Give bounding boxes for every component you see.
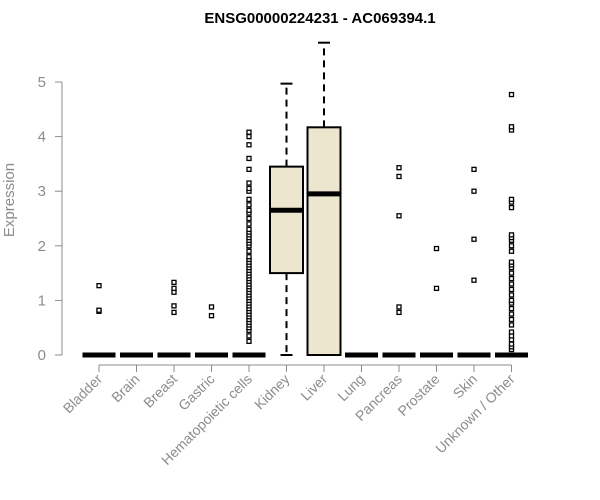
x-tick-label: Brain xyxy=(108,371,142,405)
outlier-point xyxy=(508,232,515,238)
chart-title: ENSG00000224231 - AC069394.1 xyxy=(204,10,435,27)
outlier-point xyxy=(471,277,477,283)
outlier-point xyxy=(433,245,440,252)
outlier-point xyxy=(246,202,252,208)
outlier-point xyxy=(96,283,102,289)
x-tick-label: Breast xyxy=(140,371,180,411)
plot-area xyxy=(82,41,528,358)
y-axis-label: Expression xyxy=(1,163,18,237)
outlier-point xyxy=(471,236,477,242)
outlier-point xyxy=(171,285,177,292)
outlier-point xyxy=(508,248,515,254)
x-tick-label: Kidney xyxy=(251,371,293,413)
y-tick-label: 4 xyxy=(38,129,46,146)
y-axis: 0 1 2 3 4 5 xyxy=(38,74,63,364)
box-iqr xyxy=(269,165,304,275)
outlier-point xyxy=(508,286,515,293)
outlier-point xyxy=(508,281,515,287)
outlier-point xyxy=(508,124,515,130)
outlier-point xyxy=(508,243,515,249)
box-group xyxy=(82,283,116,358)
x-tick-label: Liver xyxy=(297,371,330,404)
x-tick-label: Bladder xyxy=(60,371,106,417)
outlier-point xyxy=(246,221,252,227)
y-tick-label: 1 xyxy=(38,292,46,309)
outlier-point xyxy=(171,303,177,309)
outlier-point xyxy=(246,142,252,148)
y-tick-label: 0 xyxy=(38,347,46,364)
outlier-point xyxy=(246,155,252,162)
x-tick-label: Prostate xyxy=(394,371,442,419)
outlier-point xyxy=(396,213,402,219)
outlier-point xyxy=(246,248,252,254)
outlier-point xyxy=(208,313,215,319)
outlier-point xyxy=(471,188,477,194)
outlier-point xyxy=(246,196,252,203)
outlier-point xyxy=(508,329,515,335)
outlier-point xyxy=(246,333,252,339)
y-tick-label: 3 xyxy=(38,183,46,200)
y-tick-label: 2 xyxy=(38,238,46,255)
box-group xyxy=(232,129,266,358)
outlier-point xyxy=(171,279,177,286)
outlier-point xyxy=(508,204,515,211)
outlier-point xyxy=(246,215,252,222)
outlier-point xyxy=(508,297,515,304)
outlier-point xyxy=(246,180,252,186)
box-group xyxy=(269,82,304,356)
outlier-point xyxy=(508,91,515,98)
x-tick-label: Skin xyxy=(450,371,481,402)
outlier-point xyxy=(396,309,402,316)
outlier-point xyxy=(171,309,177,316)
outlier-point xyxy=(508,259,515,265)
outlier-point xyxy=(246,338,252,345)
outlier-point xyxy=(508,292,515,298)
box-group xyxy=(157,279,191,358)
box-group xyxy=(306,41,342,357)
outlier-point xyxy=(396,165,402,171)
outlier-point xyxy=(396,304,402,310)
outlier-point xyxy=(246,207,252,213)
box-group xyxy=(382,165,416,358)
box-group xyxy=(420,245,453,358)
box-group xyxy=(495,91,528,358)
box-iqr xyxy=(306,126,342,357)
outlier-point xyxy=(508,341,515,347)
y-tick-label: 5 xyxy=(38,74,46,91)
outlier-point xyxy=(246,166,252,173)
outlier-point xyxy=(96,307,102,313)
x-tick-label: Lung xyxy=(334,371,367,404)
outlier-point xyxy=(396,173,402,180)
outlier-point xyxy=(433,285,440,292)
outlier-point xyxy=(208,304,215,310)
outlier-point xyxy=(246,133,252,140)
outlier-point xyxy=(508,305,515,312)
outlier-point xyxy=(246,226,252,233)
box-group xyxy=(195,304,228,358)
outlier-point xyxy=(508,275,515,282)
box-group xyxy=(457,166,491,358)
outlier-point xyxy=(508,311,515,317)
outlier-point xyxy=(471,166,477,173)
outlier-point xyxy=(508,270,515,276)
outlier-point xyxy=(246,254,252,260)
outlier-point xyxy=(246,129,252,135)
outlier-point xyxy=(508,322,515,328)
outlier-point xyxy=(508,316,515,323)
outlier-point xyxy=(508,196,515,203)
outlier-point xyxy=(246,185,252,192)
